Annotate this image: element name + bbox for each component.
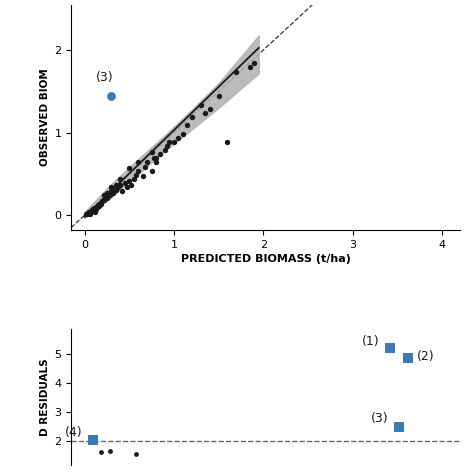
Point [386, 345, 394, 352]
Point [91, 204, 98, 211]
Point [174, 134, 182, 141]
Point [250, 60, 258, 67]
Point [134, 159, 142, 166]
Point [112, 186, 119, 193]
Point [157, 150, 164, 158]
Point [83, 210, 91, 218]
Point [197, 101, 204, 109]
Point [87, 207, 94, 215]
Point [90, 205, 97, 212]
Y-axis label: D RESIDUALS: D RESIDUALS [40, 358, 50, 436]
Point [161, 146, 169, 154]
Text: (4): (4) [65, 426, 82, 439]
Point [94, 201, 102, 209]
Point [170, 138, 178, 146]
Point [165, 138, 173, 146]
Point [163, 142, 171, 150]
Point [93, 203, 101, 211]
Point [89, 206, 96, 213]
Text: (3): (3) [96, 71, 114, 84]
Point [233, 68, 240, 75]
Point [100, 191, 108, 199]
Point [141, 163, 149, 170]
Point [148, 167, 155, 174]
Point [106, 447, 113, 455]
Point [224, 138, 231, 146]
Point [179, 130, 187, 137]
Point [148, 148, 155, 155]
Point [92, 206, 100, 213]
Point [126, 178, 133, 185]
Point [188, 113, 195, 121]
Point [152, 159, 160, 166]
Point [124, 183, 131, 191]
Point [99, 198, 106, 205]
Point [86, 210, 94, 218]
Point [118, 188, 126, 195]
Point [133, 451, 140, 458]
Point [85, 208, 93, 216]
Point [121, 179, 128, 187]
Point [103, 194, 110, 202]
Point [84, 209, 92, 217]
Point [143, 159, 151, 166]
Point [112, 181, 119, 189]
Point [246, 64, 254, 71]
Point [117, 175, 124, 183]
Point [115, 183, 122, 191]
Point [108, 188, 115, 195]
Point [82, 210, 90, 218]
Point [91, 208, 99, 216]
Point [127, 181, 135, 189]
Point [108, 92, 115, 100]
Point [126, 164, 133, 172]
Point [134, 167, 142, 174]
X-axis label: PREDICTED BIOMASS (t/ha): PREDICTED BIOMASS (t/ha) [181, 254, 350, 264]
Point [103, 189, 110, 197]
Text: (3): (3) [370, 412, 388, 425]
Point [95, 202, 102, 210]
Point [133, 171, 140, 179]
Point [150, 155, 158, 162]
Point [206, 105, 213, 112]
Point [130, 175, 137, 183]
Y-axis label: OBSERVED BIOM: OBSERVED BIOM [40, 69, 50, 166]
Point [395, 423, 403, 430]
Point [139, 173, 146, 180]
Point [201, 109, 209, 117]
Point [404, 355, 412, 362]
Point [108, 183, 115, 191]
Point [109, 189, 117, 197]
Point [106, 191, 113, 199]
Point [117, 181, 124, 189]
Point [100, 196, 108, 203]
Point [88, 207, 95, 214]
Text: (1): (1) [362, 335, 379, 348]
Point [97, 200, 104, 208]
Point [152, 155, 160, 162]
Point [97, 448, 104, 456]
Text: (2): (2) [417, 350, 435, 363]
Point [183, 121, 191, 129]
Point [215, 92, 222, 100]
Point [90, 436, 97, 444]
